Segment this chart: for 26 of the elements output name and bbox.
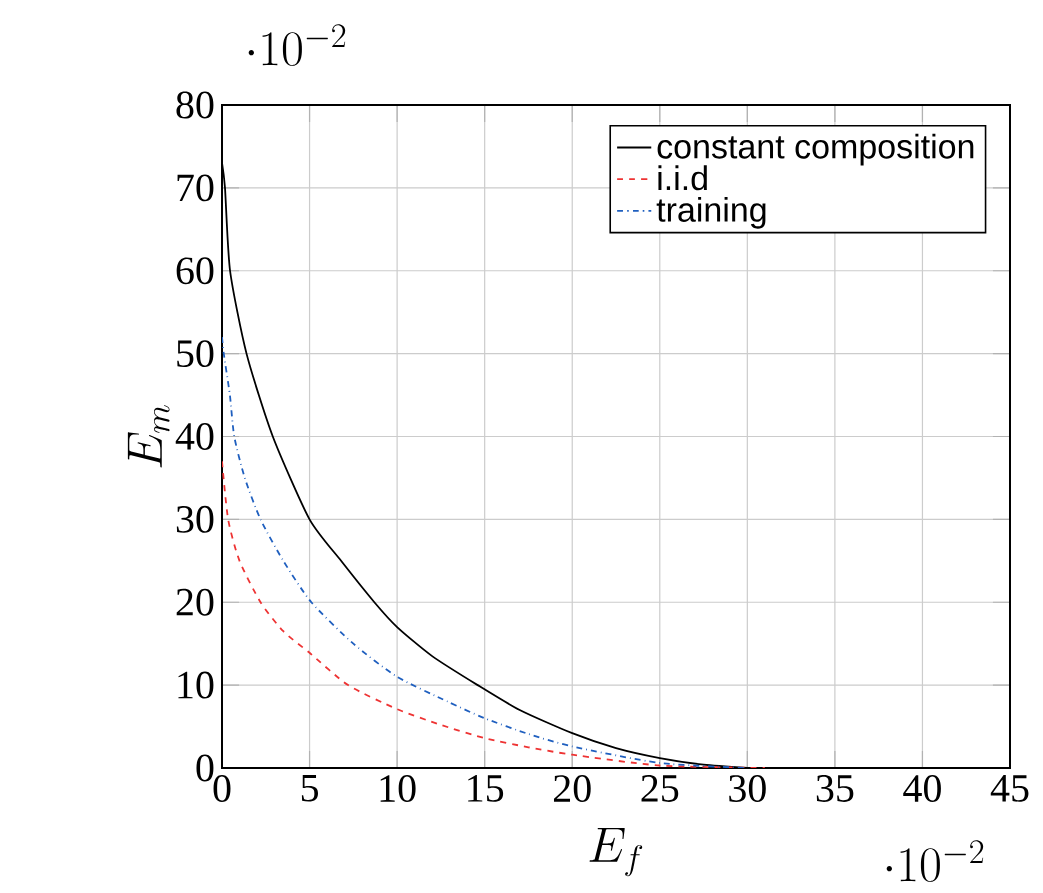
y-tick-label: 20 <box>176 588 214 616</box>
y-tick-label: 50 <box>177 340 214 368</box>
x-tick-label: 10 <box>380 775 416 803</box>
x-tick-label: 45 <box>990 775 1029 802</box>
y-tick-label: 80 <box>176 91 214 119</box>
y-tick-label: 10 <box>178 671 214 699</box>
legend-label: i.i.d <box>658 165 707 191</box>
x-tick-label: 0 <box>213 775 231 803</box>
x-tick-label: 40 <box>903 775 941 803</box>
y-tick-label: 0 <box>196 754 214 782</box>
y-tick-label: 70 <box>177 174 214 202</box>
x-tick-label: 15 <box>468 775 504 802</box>
legend-label: constant composition <box>657 133 974 166</box>
x-tick-label: 30 <box>729 775 766 803</box>
y-tick-label: 60 <box>176 257 214 285</box>
legend-label: training <box>656 196 766 229</box>
x-tick-label: 20 <box>553 775 591 803</box>
x-axis-title: $E_f$ <box>589 827 643 877</box>
y-tick-label: 30 <box>176 505 214 533</box>
text: $\cdot 10^{-2}$ <box>886 840 984 882</box>
y-tick-label: 40 <box>175 423 214 450</box>
x-tick-label: 5 <box>301 775 319 802</box>
text: $\cdot 10^{-2}$ <box>248 24 346 66</box>
y-axis-title: $E_m$ <box>127 405 170 468</box>
x-tick-label: 35 <box>816 775 854 802</box>
x-tick-label: 25 <box>641 775 679 802</box>
